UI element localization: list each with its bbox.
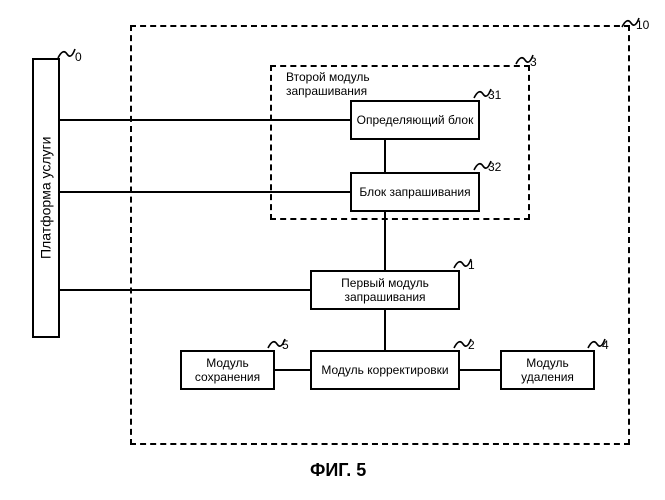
node-label: Платформа услуги [38,137,55,259]
node-platform: Платформа услуги [32,58,60,338]
node-label: Модуль сохранения [184,356,271,385]
ref-5: 5 [282,338,289,352]
figure-label: ФИГ. 5 [310,460,366,481]
ref-0: 0 [75,50,82,64]
node-label: Модуль корректировки [321,363,448,377]
ref-2: 2 [468,338,475,352]
ref-1: 1 [468,258,475,272]
ref-3: 3 [530,55,537,69]
node-label: Блок запрашивания [359,185,470,199]
ref-4: 4 [602,338,609,352]
caption-inner: Второй модуль запрашивания [286,70,406,98]
ref-10: 10 [636,18,649,32]
ref-32: 32 [488,160,501,174]
node-label: Модуль удаления [504,356,591,385]
ref-31: 31 [488,88,501,102]
node-determining: Определяющий блок [350,100,480,140]
node-label: Определяющий блок [357,113,474,127]
node-correction: Модуль корректировки [310,350,460,390]
node-label: Первый модуль запрашивания [314,276,456,305]
node-deletion: Модуль удаления [500,350,595,390]
node-saving: Модуль сохранения [180,350,275,390]
node-first: Первый модуль запрашивания [310,270,460,310]
node-requesting: Блок запрашивания [350,172,480,212]
